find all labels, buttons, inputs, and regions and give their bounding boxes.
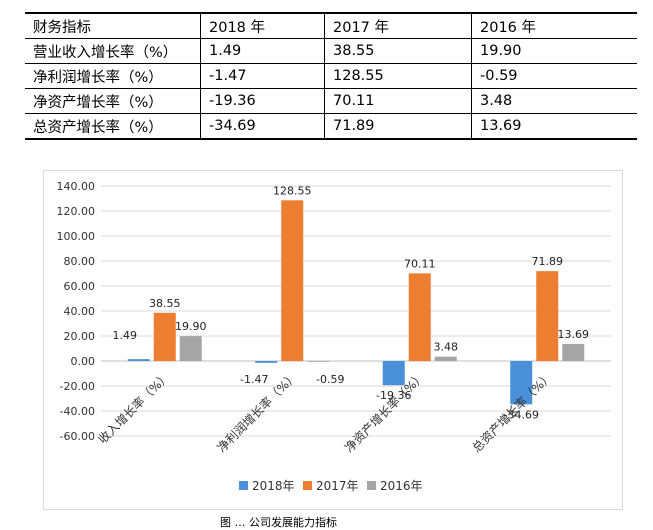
y-tick-label: 140.00 — [57, 180, 96, 193]
y-tick-label: 0.00 — [71, 355, 96, 368]
bar-2016年 — [179, 336, 202, 361]
bar-2017年 — [536, 271, 559, 361]
legend-swatch — [367, 481, 376, 490]
bar-2017年 — [153, 312, 176, 361]
bar-2016年 — [307, 361, 330, 362]
legend-label: 2016年 — [380, 479, 423, 493]
value-cell: -34.69 — [200, 113, 325, 140]
table-header-row: 财务指标 2018 年 2017 年 2016 年 — [25, 12, 637, 39]
header-cell: 2018 年 — [200, 12, 325, 39]
value-cell: 128.55 — [324, 63, 472, 89]
bar-2018年 — [255, 361, 278, 363]
y-tick-label: -20.00 — [60, 380, 95, 393]
growth-rate-chart: 140.00 120.00 100.00 80.00 60.00 40.00 20.00 0.… — [43, 170, 623, 510]
data-label: -0.59 — [316, 373, 344, 386]
data-label: 1.49 — [113, 329, 138, 342]
table-row: 总资产增长率（%） -34.69 71.89 13.69 — [25, 113, 637, 140]
chart-frame — [43, 170, 623, 510]
bar-2018年 — [127, 359, 150, 361]
row-label-cell: 净资产增长率（%） — [25, 88, 201, 114]
financial-indicators-table: 财务指标 2018 年 2017 年 2016 年 营业收入增长率（%） 1.4… — [25, 12, 637, 140]
data-label: -34.69 — [504, 408, 539, 421]
data-label: 70.11 — [404, 257, 436, 270]
figure-caption: 图 … 公司发展能力指标 — [220, 516, 337, 529]
data-label: -19.36 — [376, 389, 411, 402]
y-tick-label: -40.00 — [60, 405, 95, 418]
bar-2016年 — [562, 343, 585, 361]
value-cell: 71.89 — [324, 113, 472, 140]
y-tick-label: 20.00 — [64, 330, 96, 343]
value-cell: 3.48 — [471, 88, 637, 114]
bar-2017年 — [408, 273, 431, 361]
value-cell: -19.36 — [200, 88, 325, 114]
y-tick-label: 40.00 — [64, 305, 96, 318]
bar-chart-svg: 140.00 120.00 100.00 80.00 60.00 40.00 20.00 0.… — [43, 170, 623, 510]
legend-swatch — [303, 481, 312, 490]
value-cell: 70.11 — [324, 88, 472, 114]
value-cell: 13.69 — [471, 113, 637, 140]
value-cell: -1.47 — [200, 63, 325, 89]
y-tick-label: 100.00 — [57, 230, 96, 243]
table-row: 营业收入增长率（%） 1.49 38.55 19.90 — [25, 38, 637, 64]
value-cell: 38.55 — [324, 38, 472, 64]
data-label: -1.47 — [240, 373, 268, 386]
value-cell: 1.49 — [200, 38, 325, 64]
legend-label: 2018年 — [252, 479, 295, 493]
bar-2018年 — [382, 361, 405, 386]
row-label-cell: 净利润增长率（%） — [25, 63, 201, 89]
data-label: 71.89 — [532, 255, 564, 268]
y-tick-label: 80.00 — [64, 255, 96, 268]
data-label: 128.55 — [273, 184, 312, 197]
table-row: 净利润增长率（%） -1.47 128.55 -0.59 — [25, 63, 637, 89]
row-label-cell: 营业收入增长率（%） — [25, 38, 201, 64]
data-label: 38.55 — [149, 297, 181, 310]
table-row: 净资产增长率（%） -19.36 70.11 3.48 — [25, 88, 637, 114]
legend-label: 2017年 — [316, 479, 359, 493]
header-cell: 2016 年 — [471, 12, 637, 39]
bar-2016年 — [434, 356, 457, 361]
header-cell: 2017 年 — [324, 12, 472, 39]
legend-swatch — [239, 481, 248, 490]
y-tick-label: 60.00 — [64, 280, 96, 293]
y-tick-label: -60.00 — [60, 430, 95, 443]
data-label: 13.69 — [558, 328, 590, 341]
bar-2018年 — [510, 361, 533, 405]
y-tick-label: 120.00 — [57, 205, 96, 218]
data-label: 3.48 — [434, 341, 459, 354]
data-label: 19.90 — [175, 320, 207, 333]
financial-indicators-table-wrap: 财务指标 2018 年 2017 年 2016 年 营业收入增长率（%） 1.4… — [25, 12, 637, 140]
header-cell: 财务指标 — [25, 12, 201, 39]
row-label-cell: 总资产增长率（%） — [25, 113, 201, 140]
value-cell: -0.59 — [471, 63, 637, 89]
value-cell: 19.90 — [471, 38, 637, 64]
bar-2017年 — [281, 200, 304, 361]
